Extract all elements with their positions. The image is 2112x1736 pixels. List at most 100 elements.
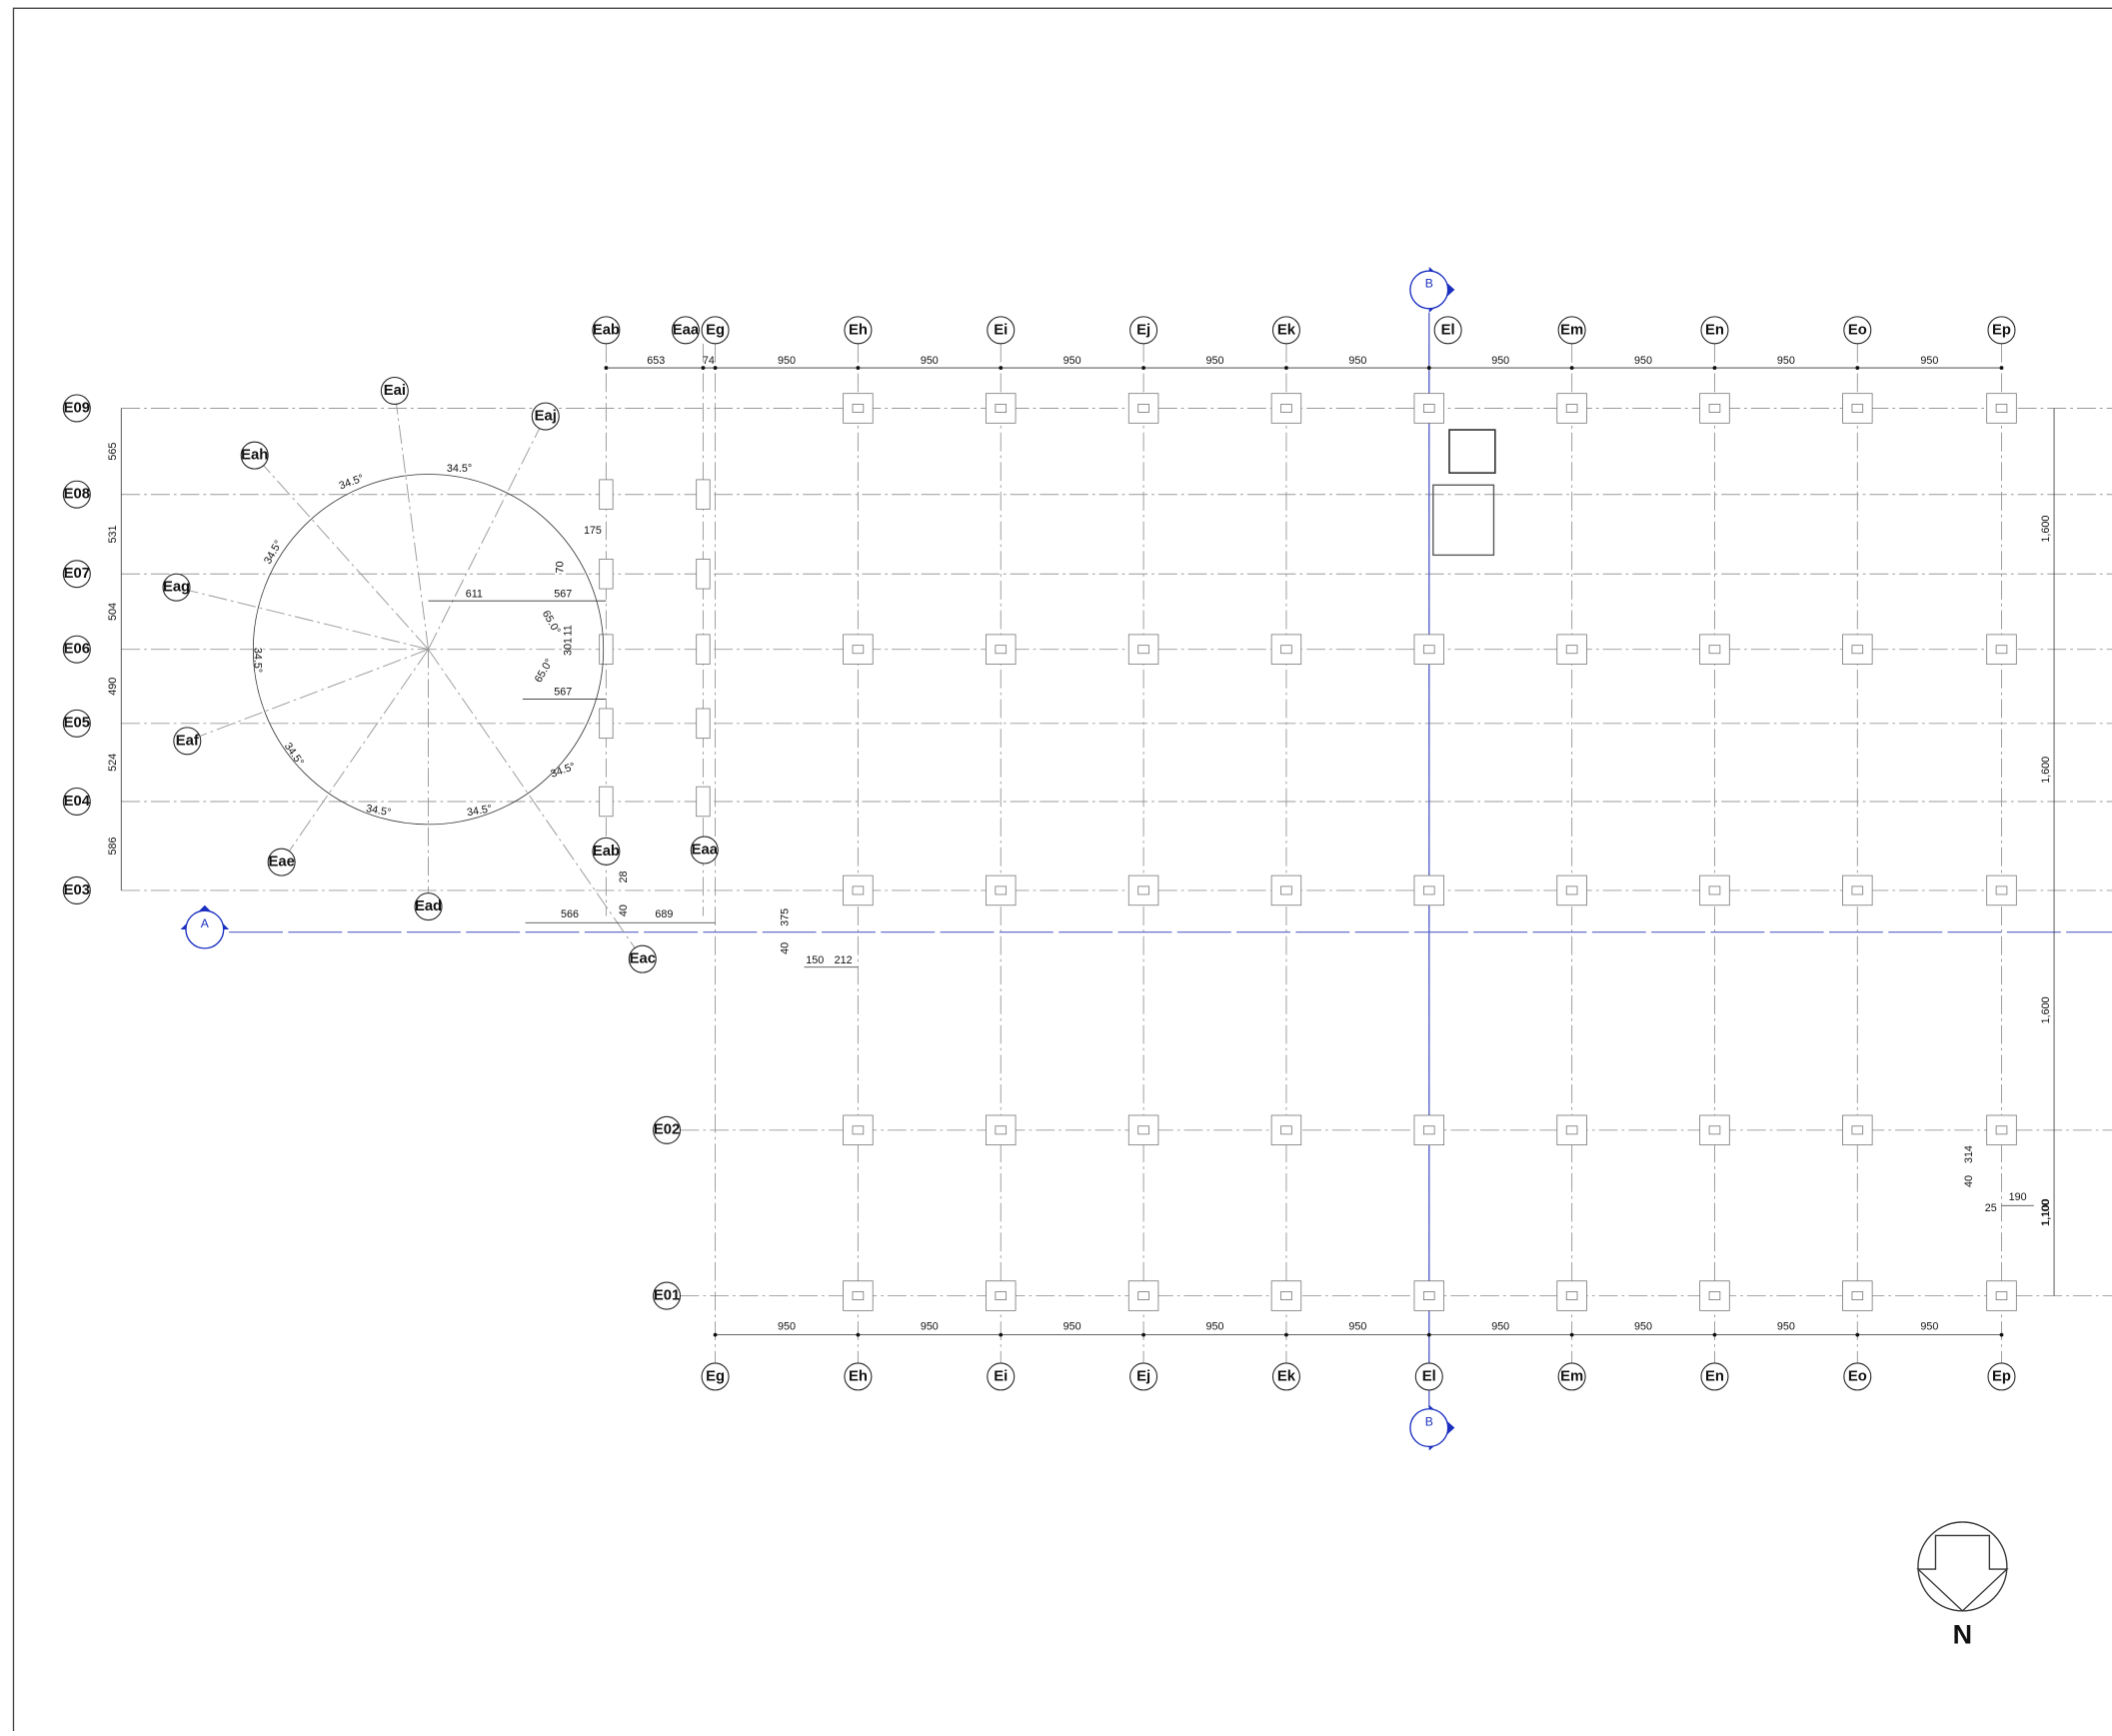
dimension-tick: [1427, 366, 1431, 370]
footing: [600, 709, 613, 739]
grid-label-row: E09: [64, 400, 90, 416]
dimension-text: 175: [584, 525, 602, 537]
footing: [1700, 394, 1730, 424]
footing: [1271, 1281, 1301, 1311]
dimension-text: 586: [107, 837, 119, 855]
grid-label-top: Eaa: [673, 322, 700, 338]
dimension-tick: [1141, 1333, 1145, 1337]
footing: [986, 394, 1016, 424]
dimension-text: 950: [1634, 1320, 1652, 1332]
radial-grid-label: Eab: [593, 844, 620, 860]
dimension-text: 950: [778, 355, 796, 367]
dimension-tick: [1570, 366, 1574, 370]
grid-label-top: Eo: [1848, 322, 1867, 338]
footing: [1271, 394, 1301, 424]
north-label: N: [1953, 1620, 1972, 1650]
radial-grid-label: Eah: [241, 448, 268, 464]
radial-grid-label: Eae: [268, 855, 294, 870]
dimension-text: 375: [779, 908, 791, 926]
dimension-text: 74: [703, 355, 715, 367]
dimension-tick: [1713, 1333, 1717, 1337]
dimension-text: 950: [921, 355, 939, 367]
footing: [1987, 635, 2017, 665]
dimension-text: 567: [554, 588, 572, 600]
grid-label-row: E04: [64, 794, 91, 810]
dimension-text: 212: [835, 954, 853, 966]
grid-label-row: E06: [64, 642, 90, 658]
dimension-tick: [2000, 366, 2004, 370]
section-marker-label: B: [1425, 277, 1433, 291]
grid-label-bottom: Eg: [706, 1368, 725, 1384]
grid-label-row: E07: [64, 566, 90, 582]
footing: [1557, 394, 1587, 424]
grid-label-row: E02: [654, 1122, 680, 1138]
grid-label-top: Eab: [593, 322, 620, 338]
dimension-text: 950: [1063, 1320, 1081, 1332]
grid-label-bottom: Ej: [1136, 1368, 1150, 1384]
dimension-tick: [999, 1333, 1003, 1337]
floor-plan: N EabEaaEgEhEiEjEkElEmEnEoEp653749509509…: [0, 0, 2112, 1731]
grid-label-bottom: Ei: [994, 1368, 1008, 1384]
footing: [697, 787, 710, 817]
footing: [1414, 875, 1444, 905]
grid-label-top: Ek: [1277, 322, 1296, 338]
footing: [1414, 394, 1444, 424]
footing: [986, 1281, 1016, 1311]
radial-grid-line: [429, 417, 546, 650]
dimension-text: 150: [806, 954, 824, 966]
footing: [600, 559, 613, 589]
angle-text: 34.5°: [282, 741, 306, 769]
radial-grid-label: Eaf: [176, 733, 199, 749]
radial-grid-label: Eac: [630, 951, 656, 967]
dimension-text: 950: [778, 1320, 796, 1332]
dimension-text: 611: [466, 588, 483, 600]
footing: [1128, 635, 1158, 665]
dimension-tick: [1855, 366, 1859, 370]
footing: [1557, 1281, 1587, 1311]
footing: [1842, 394, 1872, 424]
angle-text: 34.5°: [262, 539, 285, 567]
dimension-tick: [1570, 1333, 1574, 1337]
grid-label-row: E05: [64, 716, 90, 732]
footing: [1271, 1115, 1301, 1145]
footing: [1842, 635, 1872, 665]
dimension-text: 524: [107, 754, 119, 772]
dimension-text: 950: [1777, 1320, 1795, 1332]
footing: [1987, 1115, 2017, 1145]
dimension-tick: [2000, 1333, 2004, 1337]
radial-grid-label: Eag: [163, 580, 190, 596]
grid-label-top: Eh: [849, 322, 868, 338]
footing: [1987, 875, 2017, 905]
radial-grid-line: [187, 650, 428, 742]
footing: [697, 709, 710, 739]
dimension-text: 689: [655, 908, 673, 920]
footing: [1557, 875, 1587, 905]
dimension-text: 190: [2009, 1191, 2027, 1203]
footing: [1271, 875, 1301, 905]
dimension-tick: [702, 366, 706, 370]
dimension-tick: [857, 1333, 861, 1337]
grid-label-bottom: En: [1705, 1368, 1724, 1384]
footing: [1557, 635, 1587, 665]
grid-label-row: E08: [64, 487, 90, 503]
angle-text: 65.0°: [533, 657, 556, 685]
grid-label-top: El: [1441, 322, 1455, 338]
dimension-text: 301: [563, 638, 575, 656]
grid-label-bottom: Ek: [1277, 1368, 1296, 1384]
grid-label-bottom: Eh: [849, 1368, 868, 1384]
dimension-tick: [999, 366, 1003, 370]
footing: [986, 1115, 1016, 1145]
angle-text: 65.0°: [540, 609, 563, 637]
footing: [600, 480, 613, 510]
footing: [697, 635, 710, 665]
footing: [844, 875, 874, 905]
footing: [986, 875, 1016, 905]
dimension-text: 950: [1491, 355, 1509, 367]
footing: [1414, 1281, 1444, 1311]
footing: [844, 394, 874, 424]
footing: [697, 559, 710, 589]
dimension-tick: [714, 1333, 718, 1337]
dimension-text: 950: [921, 1320, 939, 1332]
footing: [1700, 1281, 1730, 1311]
dimension-text: 40: [1963, 1175, 1975, 1187]
